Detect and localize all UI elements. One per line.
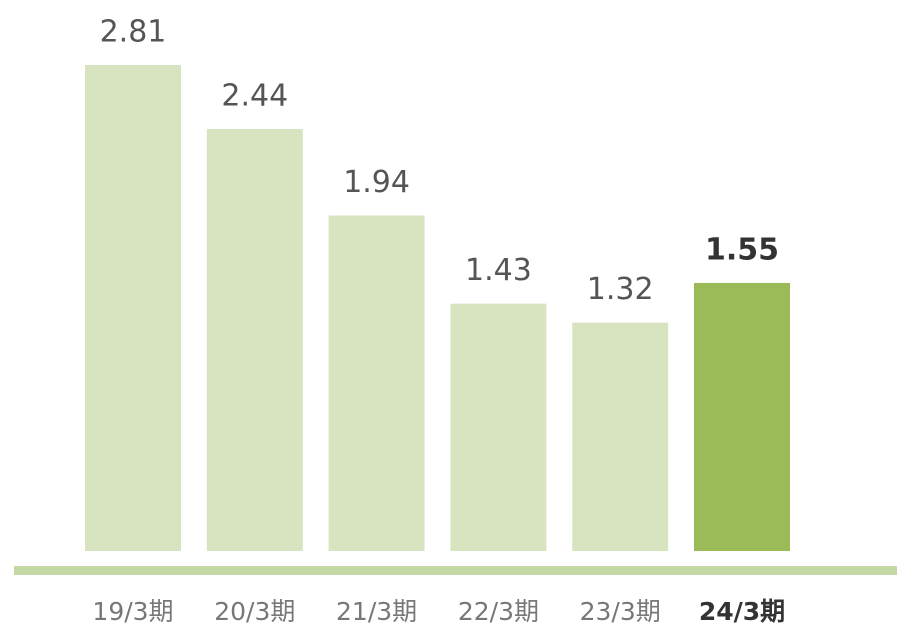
value-label: 1.55 xyxy=(705,232,779,267)
value-label: 1.32 xyxy=(587,272,654,307)
x-tick-label: 19/3期 xyxy=(92,597,173,626)
bar xyxy=(328,215,425,551)
bar xyxy=(572,322,669,551)
value-label: 1.43 xyxy=(465,253,532,288)
x-tick-label: 21/3期 xyxy=(336,597,417,626)
bar xyxy=(85,65,181,551)
value-label: 2.44 xyxy=(221,78,288,113)
bar xyxy=(206,128,303,551)
baseline xyxy=(14,566,897,575)
bar xyxy=(694,282,790,551)
bar xyxy=(450,303,547,551)
x-tick-label: 24/3期 xyxy=(699,597,785,626)
value-label: 1.94 xyxy=(343,165,410,200)
x-tick-label: 22/3期 xyxy=(458,597,539,626)
x-tick-label: 23/3期 xyxy=(580,597,661,626)
value-label: 2.81 xyxy=(100,15,167,50)
x-tick-label: 20/3期 xyxy=(214,597,295,626)
